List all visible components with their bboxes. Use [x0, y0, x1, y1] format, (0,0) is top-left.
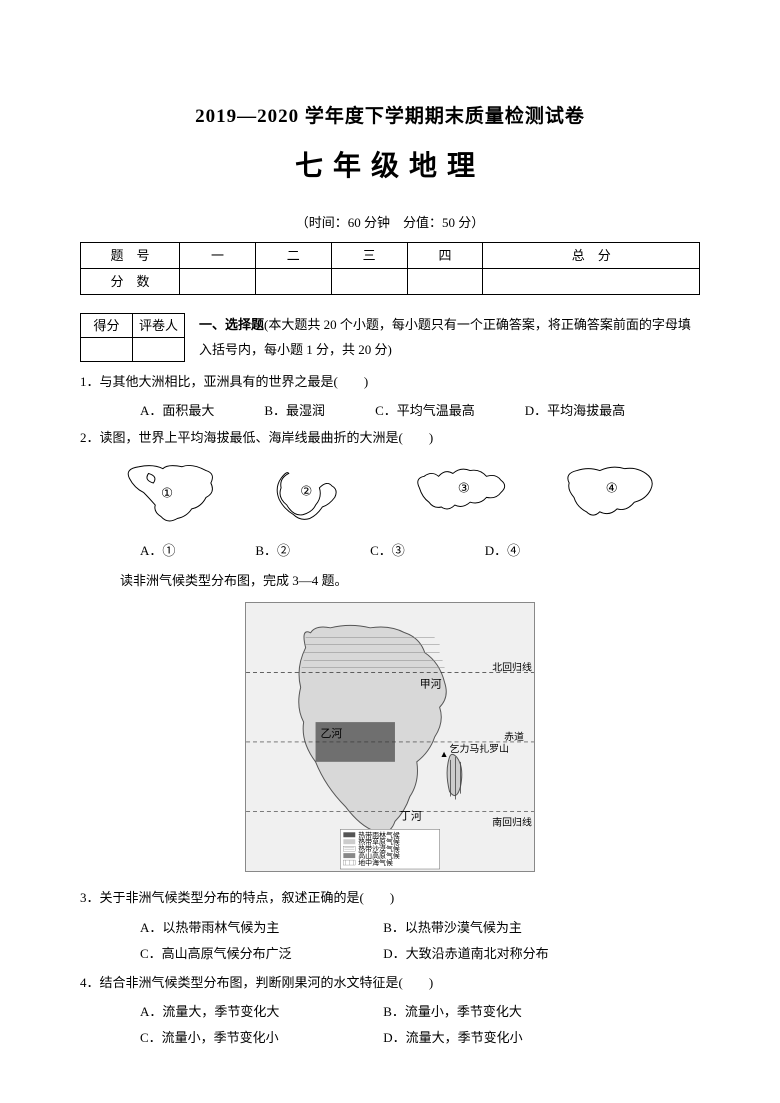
river-1-label: 甲河 — [420, 677, 442, 690]
cell — [255, 268, 331, 294]
cell: 二 — [255, 242, 331, 268]
option-c: C．③ — [370, 539, 405, 562]
question-2: 2．读图，世界上平均海拔最低、海岸线最曲折的大洲是( ) — [80, 426, 700, 451]
option-c: C．平均气温最高 — [375, 399, 475, 422]
label-1: ① — [161, 486, 173, 501]
section-label: 一、选择题 — [199, 317, 264, 332]
cell — [483, 268, 700, 294]
table-row: 分 数 — [81, 268, 700, 294]
option-c: C．高山高原气候分布广泛 — [140, 941, 380, 967]
question-3: 3．关于非洲气候类型分布的特点，叙述正确的是( ) — [80, 886, 700, 911]
option-a: A．流量大，季节变化大 — [140, 999, 380, 1025]
option-b: B．最湿润 — [264, 399, 325, 422]
cell: 四 — [407, 242, 483, 268]
question-2-options: A．① B．② C．③ D．④ — [80, 539, 700, 562]
option-a: A．面积最大 — [140, 399, 214, 422]
cell — [331, 268, 407, 294]
label-4: ④ — [606, 481, 618, 496]
cell: 一 — [180, 242, 256, 268]
subject-title: 七年级地理 — [80, 142, 700, 192]
table-row: 题 号 一 二 三 四 总 分 — [81, 242, 700, 268]
question-1: 1．与其他大洲相比，亚洲具有的世界之最是( ) — [80, 370, 700, 395]
river-2-label: 乙河 — [321, 727, 343, 740]
cell: 总 分 — [483, 242, 700, 268]
cell — [180, 268, 256, 294]
question-4: 4．结合非洲气候类型分布图，判断刚果河的水文特征是( ) — [80, 971, 700, 996]
river-3-label: 丁河 — [400, 809, 422, 822]
cell: 三 — [331, 242, 407, 268]
cell — [133, 338, 185, 362]
cell: 评卷人 — [133, 313, 185, 337]
cell: 题 号 — [81, 242, 180, 268]
option-a: A．以热带雨林气候为主 — [140, 915, 380, 941]
grade-table: 得分 评卷人 — [80, 313, 185, 362]
peak-name: 乞力马扎罗山 — [450, 742, 509, 755]
option-c: C．流量小，季节变化小 — [140, 1025, 380, 1051]
peak-label: ▲ — [440, 749, 449, 759]
question-4-options: A．流量大，季节变化大 B．流量小，季节变化大 C．流量小，季节变化小 D．流量… — [80, 999, 700, 1051]
header-title: 2019—2020 学年度下学期期末质量检测试卷 — [80, 100, 700, 134]
question-3-options: A．以热带雨林气候为主 B．以热带沙漠气候为主 C．高山高原气候分布广泛 D．大… — [80, 915, 700, 967]
cell — [407, 268, 483, 294]
continent-4-icon: ④ — [550, 459, 665, 531]
continents-figure: ① ② ③ ④ — [80, 459, 700, 531]
africa-map: 甲河 乙河 丁河 ▲ 乞力马扎罗山 北回归线 赤道 南回归线 热带雨林气候 热带… — [80, 602, 700, 872]
tropic-n-label: 北回归线 — [492, 660, 532, 673]
option-a: A．① — [140, 539, 175, 562]
legend-5: 地中海气候 — [358, 858, 393, 867]
section-intro: 一、选择题(本大题共 20 个小题，每小题只有一个正确答案，将正确答案前面的字母… — [185, 313, 700, 362]
cell: 得分 — [81, 313, 133, 337]
cell — [81, 338, 133, 362]
label-2: ② — [300, 484, 312, 499]
tropic-s-label: 南回归线 — [492, 815, 532, 828]
option-b: B．以热带沙漠气候为主 — [383, 915, 623, 941]
option-d: D．流量大，季节变化小 — [383, 1025, 623, 1051]
continent-1-icon: ① — [115, 459, 230, 531]
cell: 分 数 — [81, 268, 180, 294]
question-1-options: A．面积最大 B．最湿润 C．平均气温最高 D．平均海拔最高 — [80, 399, 700, 422]
option-b: B．流量小，季节变化大 — [383, 999, 623, 1025]
score-table: 题 号 一 二 三 四 总 分 分 数 — [80, 242, 700, 295]
label-3: ③ — [458, 481, 470, 496]
option-d: D．④ — [485, 539, 520, 562]
option-d: D．大致沿赤道南北对称分布 — [383, 941, 623, 967]
section-desc: (本大题共 20 个小题，每小题只有一个正确答案，将正确答案前面的字母填入括号内… — [199, 317, 691, 357]
continent-2-icon: ② — [260, 459, 375, 531]
note-3-4: 读非洲气候类型分布图，完成 3—4 题。 — [80, 569, 700, 592]
option-d: D．平均海拔最高 — [525, 399, 625, 422]
equator-label: 赤道 — [504, 730, 524, 743]
time-info: （时间：60 分钟 分值：50 分） — [80, 211, 700, 234]
option-b: B．② — [255, 539, 290, 562]
continent-3-icon: ③ — [405, 459, 520, 531]
